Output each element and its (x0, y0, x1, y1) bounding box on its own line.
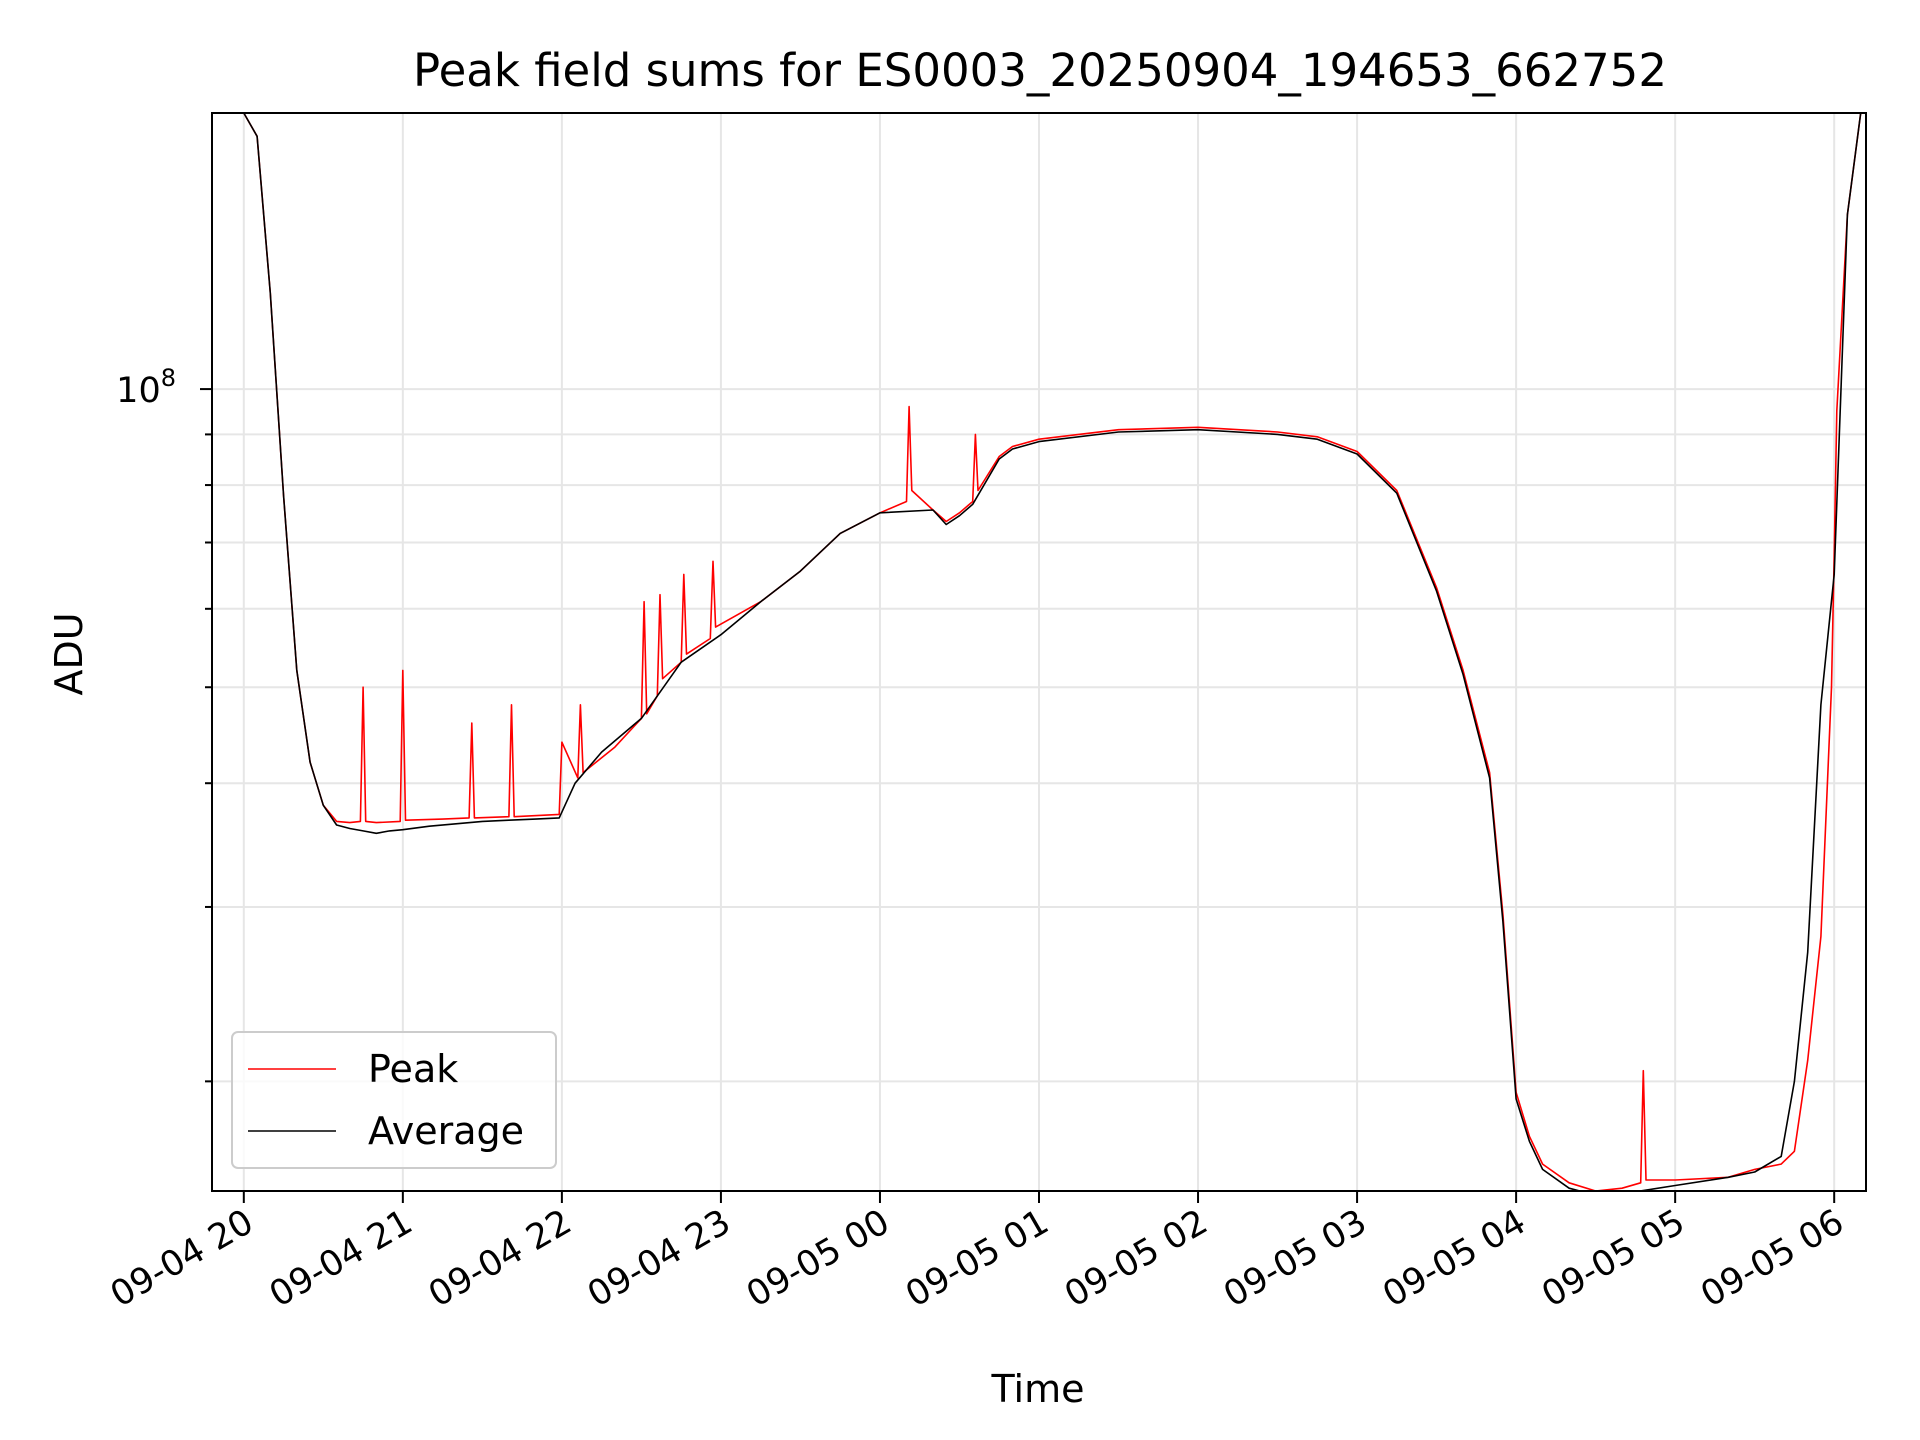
x-tick-label: 09-05 05 (1535, 1202, 1691, 1315)
legend-label-average: Average (368, 1109, 524, 1153)
x-tick-label: 09-05 00 (740, 1202, 896, 1315)
x-tick-label: 09-04 20 (104, 1202, 260, 1315)
legend-box (231, 1031, 557, 1169)
y-tick-exponent: 8 (161, 364, 176, 392)
x-tick-label: 09-04 21 (263, 1202, 419, 1315)
x-axis-label: Time (991, 1367, 1085, 1411)
y-tick-base: 10 (116, 371, 161, 411)
y-tick-label-major: 108 (116, 364, 176, 411)
y-axis (200, 388, 212, 1083)
series-line-average (243, 113, 1862, 1191)
x-tick-label: 09-05 04 (1376, 1202, 1532, 1315)
x-tick-label: 09-04 22 (422, 1202, 578, 1315)
x-tick-label: 09-05 06 (1694, 1202, 1850, 1315)
x-tick-label: 09-05 03 (1217, 1202, 1373, 1315)
x-tick-label: 09-04 23 (581, 1202, 737, 1315)
x-tick-label: 09-05 01 (899, 1202, 1055, 1315)
x-tick-label: 09-05 02 (1058, 1202, 1214, 1315)
grid (212, 113, 1866, 1191)
chart-title: Peak field sums for ES0003_20250904_1946… (413, 44, 1667, 97)
legend-label-peak: Peak (368, 1047, 458, 1091)
x-axis: 09-04 20 09-04 21 09-04 22 09-04 23 09-05 00… (104, 1191, 1851, 1315)
series-line-peak (243, 113, 1862, 1191)
y-axis-label: ADU (47, 612, 91, 695)
legend: Peak Average (231, 1031, 557, 1169)
